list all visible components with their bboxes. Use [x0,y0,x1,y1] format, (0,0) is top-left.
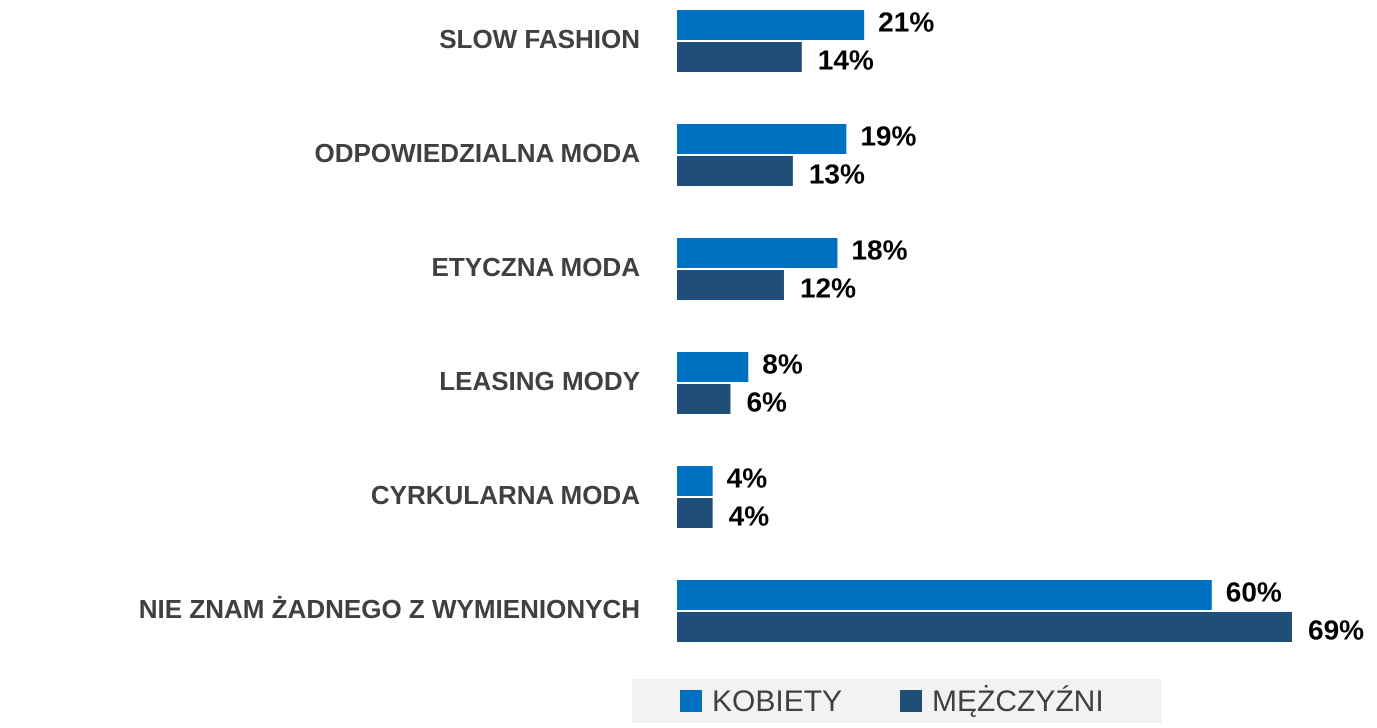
value-label: 19% [860,120,916,151]
legend-swatch [900,690,922,712]
legend-label: KOBIETY [712,685,842,718]
bar [677,42,802,72]
value-label: 69% [1308,614,1364,645]
legend-label: MĘŻCZYŹNI [932,685,1104,718]
category-label: NIE ZNAM ŻADNEGO Z WYMIENIONYCH [139,594,640,624]
value-label: 12% [800,272,856,303]
value-label: 6% [746,386,787,417]
value-label: 13% [809,158,865,189]
bar [677,352,749,382]
bar [677,580,1212,610]
bar [677,156,793,186]
value-label: 4% [727,462,768,493]
bar [677,612,1292,642]
value-label: 14% [818,44,874,75]
bar [677,238,838,268]
legend-swatch [680,690,702,712]
value-label: 21% [878,6,934,37]
bar [677,498,713,528]
value-label: 18% [851,234,907,265]
bar [677,466,713,496]
value-label: 8% [762,348,803,379]
bar [677,384,731,414]
bar [677,270,784,300]
value-label: 4% [729,500,770,531]
category-label: LEASING MODY [439,366,640,396]
category-label: ETYCZNA MODA [432,252,641,282]
legend-background [632,679,1162,723]
bar [677,124,847,154]
category-label: ODPOWIEDZIALNA MODA [315,138,641,168]
category-label: SLOW FASHION [439,24,640,54]
bar [677,10,865,40]
category-label: CYRKULARNA MODA [371,480,640,510]
value-label: 60% [1226,576,1282,607]
